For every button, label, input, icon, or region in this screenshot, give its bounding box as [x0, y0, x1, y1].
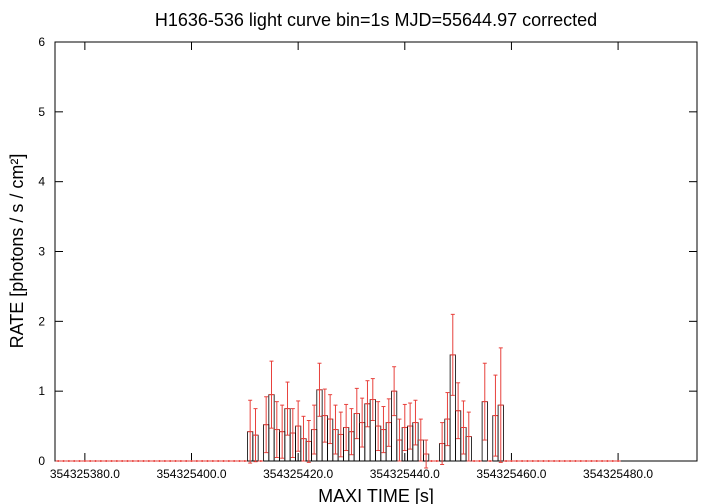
zero-point: [57, 460, 60, 462]
zero-point: [121, 460, 124, 462]
zero-point: [62, 460, 65, 462]
zero-point: [110, 460, 113, 462]
chart-title: H1636-536 light curve bin=1s MJD=55644.9…: [155, 10, 597, 30]
zero-point: [169, 460, 172, 462]
zero-point: [126, 460, 129, 462]
zero-point: [590, 460, 593, 462]
y-tick-label: 2: [38, 314, 45, 328]
zero-point: [67, 460, 70, 462]
x-tick-label: 354325380.0: [50, 467, 120, 481]
zero-point: [238, 460, 241, 462]
zero-point: [131, 460, 134, 462]
x-tick-label: 354325400.0: [156, 467, 226, 481]
zero-point: [158, 460, 161, 462]
zero-point: [174, 460, 177, 462]
zero-point: [611, 460, 614, 462]
zero-point: [505, 460, 508, 462]
zero-point: [537, 460, 540, 462]
zero-point: [489, 460, 492, 462]
zero-point: [89, 460, 92, 462]
x-tick-label: 354325460.0: [476, 467, 546, 481]
zero-point: [601, 460, 604, 462]
zero-point: [211, 460, 214, 462]
y-tick-label: 1: [38, 384, 45, 398]
zero-point: [153, 460, 156, 462]
x-tick-label: 354325480.0: [583, 467, 653, 481]
zero-point: [222, 460, 225, 462]
zero-point: [227, 460, 230, 462]
zero-point: [558, 460, 561, 462]
zero-point: [531, 460, 534, 462]
y-tick-label: 6: [38, 35, 45, 49]
zero-point: [259, 460, 262, 462]
zero-point: [217, 460, 220, 462]
zero-point: [563, 460, 566, 462]
zero-point: [195, 460, 198, 462]
zero-point: [478, 460, 481, 462]
x-tick-label: 354325440.0: [370, 467, 440, 481]
y-tick-label: 0: [38, 454, 45, 468]
y-tick-label: 4: [38, 175, 45, 189]
y-axis-label: RATE [photons / s / cm²]: [7, 154, 27, 349]
y-tick-label: 5: [38, 105, 45, 119]
zero-point: [526, 460, 529, 462]
zero-point: [147, 460, 150, 462]
zero-point: [142, 460, 145, 462]
zero-point: [595, 460, 598, 462]
zero-point: [574, 460, 577, 462]
zero-point: [179, 460, 182, 462]
zero-point: [83, 460, 86, 462]
zero-point: [73, 460, 76, 462]
zero-point: [105, 460, 108, 462]
zero-point: [435, 460, 438, 462]
zero-point: [579, 460, 582, 462]
zero-point: [585, 460, 588, 462]
zero-point: [185, 460, 188, 462]
zero-point: [206, 460, 209, 462]
x-axis-label: MAXI TIME [s]: [318, 486, 434, 504]
zero-point: [115, 460, 118, 462]
zero-point: [473, 460, 476, 462]
plot-frame: [54, 41, 698, 462]
zero-point: [243, 460, 246, 462]
zero-point: [233, 460, 236, 462]
zero-point: [569, 460, 572, 462]
zero-point: [78, 460, 81, 462]
zero-point: [137, 460, 140, 462]
zero-point: [515, 460, 518, 462]
zero-point: [510, 460, 513, 462]
zero-point: [163, 460, 166, 462]
x-tick-label: 354325420.0: [263, 467, 333, 481]
zero-point: [553, 460, 556, 462]
zero-point: [190, 460, 193, 462]
zero-point: [617, 460, 620, 462]
zero-point: [547, 460, 550, 462]
zero-point: [94, 460, 97, 462]
zero-point: [430, 460, 433, 462]
y-tick-label: 3: [38, 245, 45, 259]
zero-point: [606, 460, 609, 462]
zero-point: [99, 460, 102, 462]
zero-point: [542, 460, 545, 462]
zero-point: [201, 460, 204, 462]
zero-point: [521, 460, 524, 462]
